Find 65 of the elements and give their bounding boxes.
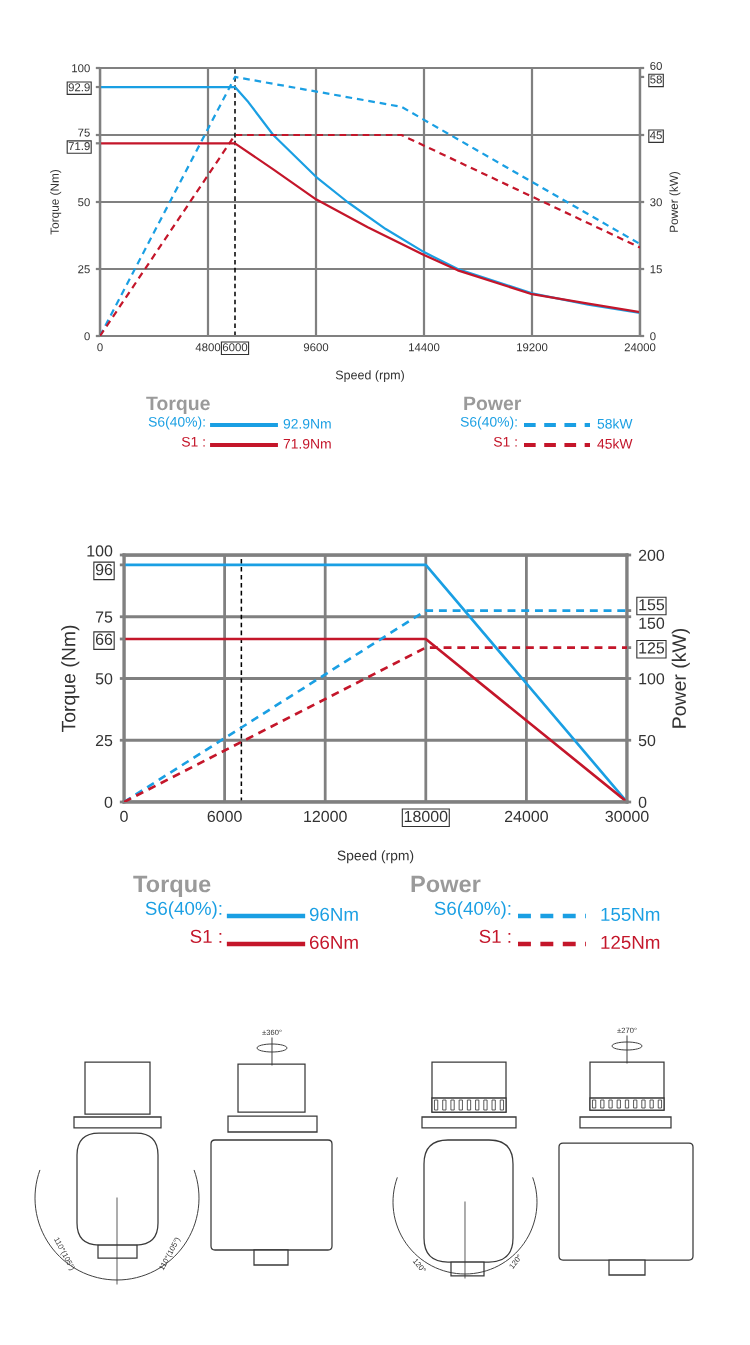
x-tick-label: 24000 [624, 343, 656, 352]
y-tick-label: 92.9 [68, 83, 90, 92]
y-tick-label: 100 [87, 545, 113, 557]
y-tick-label: 25 [78, 265, 90, 274]
x-tick-label: 12000 [304, 810, 347, 823]
text: 92.9Nm [283, 418, 331, 429]
y2-tick-label: 60 [650, 61, 662, 70]
text: Power [411, 875, 481, 893]
y-tick-label: 75 [78, 128, 90, 137]
y-axis-title: Torque (Nm) [61, 625, 80, 733]
x-tick-label: 19200 [517, 343, 548, 352]
text: Torque [133, 875, 211, 898]
y-tick-label: 25 [95, 734, 113, 747]
x-axis-title: Speed (rpm) [335, 370, 404, 382]
x-tick-label: 9600 [303, 343, 329, 352]
text: 125Nm [601, 935, 660, 950]
y2-axis-title: Power (kW) [671, 628, 690, 728]
legend-label: S1 : [181, 436, 205, 447]
legend-label: S6(40%): [434, 901, 511, 919]
legend-label: S6(40%): [460, 416, 517, 430]
y2-tick-label: 45 [649, 131, 662, 140]
x-axis-title: Speed (rpm) [337, 850, 414, 864]
x-tick-label: 6000 [207, 810, 242, 823]
y2-tick-label: 155 [639, 599, 665, 611]
y2-tick-label: 58 [650, 75, 662, 84]
y2-tick-label: 0 [638, 796, 647, 808]
x-tick-label: 30000 [605, 810, 649, 823]
y2-tick-label: 15 [650, 265, 662, 274]
text: Torque [146, 396, 210, 415]
x-tick-label: 4800 [195, 343, 221, 352]
x-tick-label: 24000 [505, 810, 548, 823]
y2-tick-label: 150 [639, 617, 665, 629]
legend-label: S1 : [493, 436, 517, 447]
y-tick-label: 100 [72, 64, 90, 73]
y-tick-label: 0 [84, 332, 90, 341]
text: 45kW [597, 438, 633, 449]
y-tick-label: 50 [78, 198, 90, 207]
y2-tick-label: 100 [639, 673, 665, 685]
legend-label: S6(40%): [148, 416, 205, 430]
x-tick-label: 18000 [404, 810, 448, 823]
y-tick-label: 66 [95, 633, 113, 645]
y2-tick-label: 50 [638, 734, 656, 747]
y-tick-label: 71.9 [68, 142, 90, 151]
y-tick-label: 75 [95, 611, 113, 623]
y-tick-label: 50 [95, 673, 113, 685]
y2-tick-label: 30 [650, 198, 662, 207]
legend-label: S1 : [190, 929, 222, 944]
x-tick-label: 0 [120, 810, 128, 823]
y2-tick-label: 0 [650, 332, 656, 341]
x-tick-label: 6000 [222, 343, 248, 352]
x-tick-label: 14400 [409, 343, 440, 352]
y2-tick-label: 125 [639, 642, 665, 654]
y2-axis-title: Power (kW) [669, 171, 681, 232]
text: Power [464, 396, 522, 411]
legend-label: S6(40%): [145, 901, 222, 919]
y-tick-label: 96 [95, 563, 113, 576]
text: 155Nm [601, 907, 660, 922]
text: 96Nm [309, 907, 358, 922]
text: 66Nm [309, 935, 358, 950]
legend-label: S1 : [479, 929, 511, 944]
y-axis-title: Torque (Nm) [50, 169, 62, 235]
text: 71.9Nm [283, 438, 331, 449]
y-tick-label: 0 [104, 796, 113, 808]
text: 58kW [597, 418, 633, 429]
y2-tick-label: 200 [638, 549, 665, 561]
